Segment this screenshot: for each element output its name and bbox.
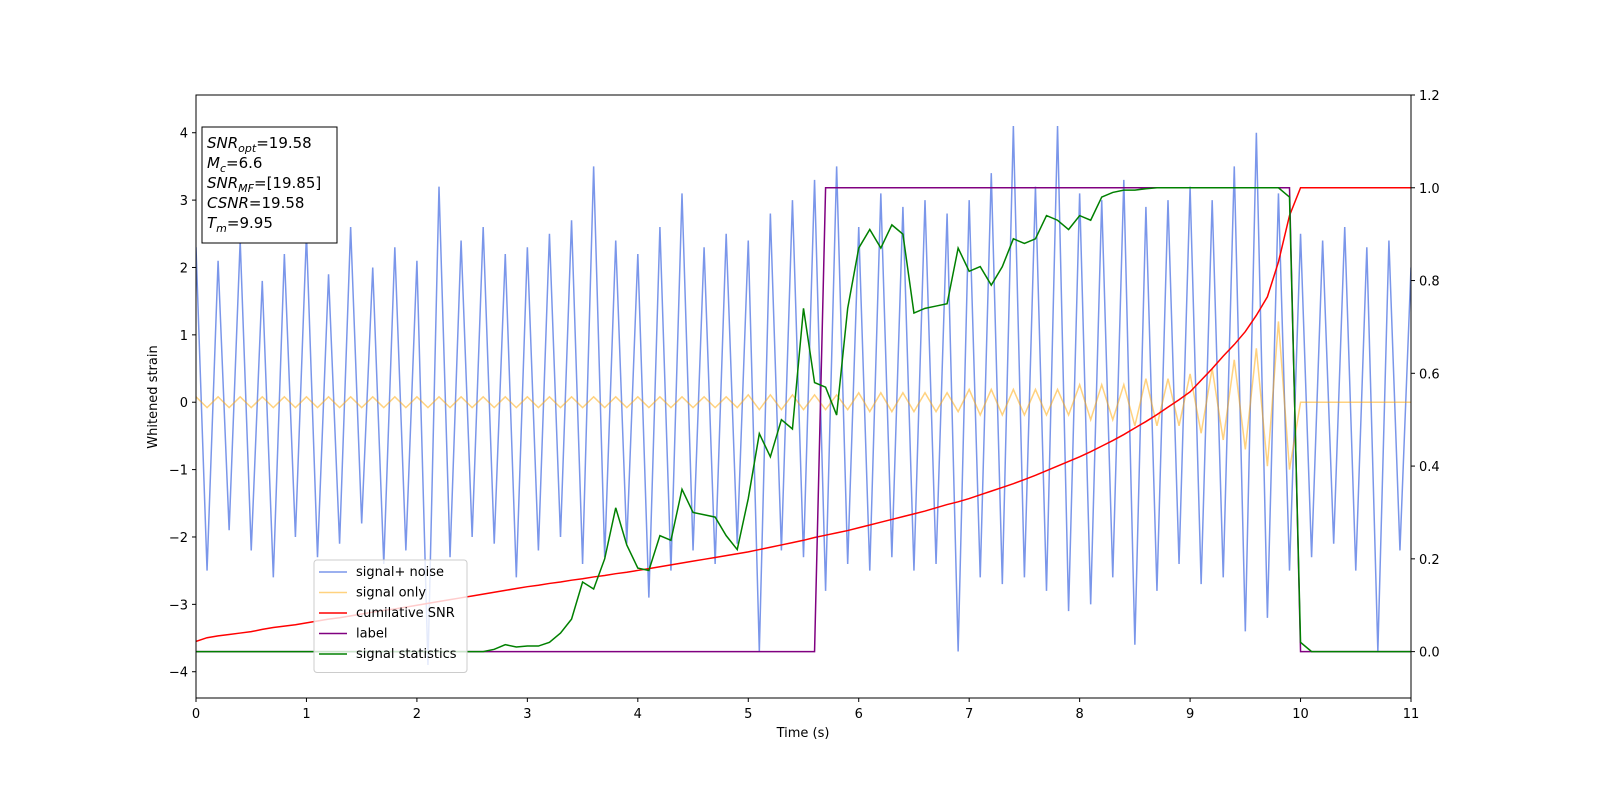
y-tick-label: −1 <box>169 464 188 479</box>
annotation: SNRopt=19.58 <box>207 134 312 155</box>
y-tick-label: −3 <box>169 598 188 613</box>
y2-tick-label: 0.0 <box>1419 646 1440 661</box>
annotation-frame <box>201 126 338 244</box>
legend-label: cumilative SNR <box>356 606 455 621</box>
y-tick-label: 4 <box>180 127 188 142</box>
annotation-symbol: CSNR <box>207 194 249 212</box>
x-tick-label: 4 <box>634 707 642 722</box>
annotation-subscript: c <box>220 162 226 175</box>
annotation-subscript: m <box>216 222 227 235</box>
legend-label: signal statistics <box>356 647 457 662</box>
annotation-box: SNRopt=19.58Mc=6.6SNRMF=[19.85]CSNR=19.5… <box>201 126 338 244</box>
y-axis-label: Whitened strain <box>146 345 161 448</box>
y2-tick-label: 0.4 <box>1419 460 1440 475</box>
x-tick-label: 10 <box>1292 707 1309 722</box>
legend: signal+ noise signal only cumilative SNR la… <box>313 559 468 673</box>
x-tick-label: 9 <box>1186 707 1194 722</box>
x-tick-label: 8 <box>1075 707 1083 722</box>
x-tick-label: 1 <box>302 707 310 722</box>
annotation-subscript: MF <box>238 182 254 195</box>
x-tick-label: 3 <box>523 707 531 722</box>
annotation-symbol: SNR <box>207 134 238 152</box>
x-tick-label: 0 <box>192 707 200 722</box>
y-tick-label: 2 <box>180 261 188 276</box>
x-tick-label: 2 <box>413 707 421 722</box>
y2-tick-label: 1.2 <box>1419 89 1440 104</box>
annotation-text: =19.58 <box>249 194 305 212</box>
legend-frame <box>313 559 468 673</box>
annotation-text: =19.58 <box>256 134 312 152</box>
x-tick-label: 5 <box>744 707 752 722</box>
plot-frame <box>195 94 1412 699</box>
y-tick-label: 0 <box>180 396 188 411</box>
annotation-text: =[19.85] <box>254 174 321 192</box>
legend-label: signal+ noise <box>356 565 444 580</box>
y2-tick-label: 0.6 <box>1419 367 1440 382</box>
annotation-text: =9.95 <box>227 214 273 232</box>
y2-tick-label: 0.8 <box>1419 275 1440 290</box>
annotation: Tm=9.95 <box>207 214 273 235</box>
x-tick-label: 11 <box>1403 707 1420 722</box>
y-tick-label: −2 <box>169 531 188 546</box>
annotation: SNRMF=[19.85] <box>207 174 321 195</box>
y-tick-label: 3 <box>180 194 188 209</box>
annotation: Mc=6.6 <box>207 154 262 175</box>
series-line <box>196 125 1411 666</box>
y2-tick-label: 0.2 <box>1419 553 1440 568</box>
legend-label: label <box>356 627 387 642</box>
y-tick-label: 1 <box>180 329 188 344</box>
y2-tick-label: 1.0 <box>1419 182 1440 197</box>
annotation-symbol: SNR <box>207 174 238 192</box>
y-tick-label: −4 <box>169 666 188 681</box>
annotation-symbol: M <box>207 154 220 172</box>
x-tick-label: 7 <box>965 707 973 722</box>
x-tick-label: 6 <box>855 707 863 722</box>
annotation-subscript: opt <box>238 142 257 155</box>
series-line <box>196 321 1411 470</box>
annotation-symbol: T <box>207 214 218 232</box>
legend-label: signal only <box>356 586 426 601</box>
annotation-text: =6.6 <box>226 154 262 172</box>
x-axis-label: Time (s) <box>776 726 830 741</box>
annotation: CSNR=19.58 <box>207 194 304 212</box>
